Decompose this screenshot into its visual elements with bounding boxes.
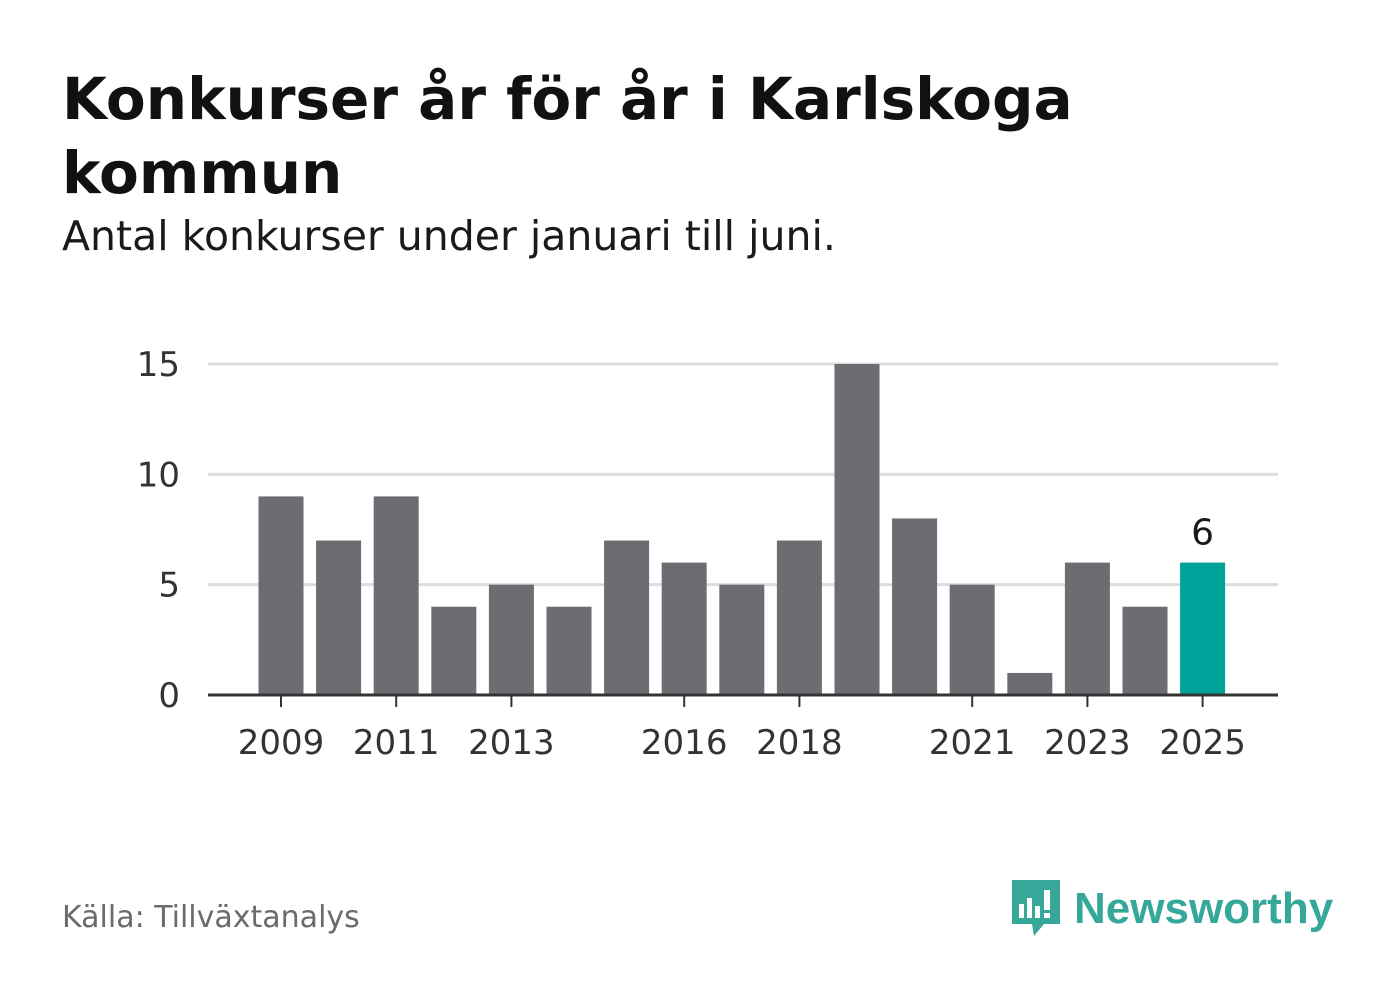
- bar-2013: [488, 584, 534, 695]
- bar-2011: [373, 496, 419, 695]
- x-tick-label: 2013: [468, 723, 555, 763]
- bar-2018: [776, 540, 822, 695]
- tick-labels: 0 5 10 15 6 2009 2011 2013 2016 2018 2021 2023 2025: [137, 345, 1246, 763]
- brand-name: Newsworthy: [1074, 884, 1334, 933]
- x-tick-label: 2011: [353, 723, 440, 763]
- chart-subtitle: Antal konkurser under januari till juni.: [62, 212, 836, 260]
- data-label: 6: [1191, 513, 1214, 554]
- brand-logo[interactable]: Newsworthy: [1010, 878, 1333, 940]
- bar-2025: [1180, 562, 1226, 695]
- y-tick-label: 5: [158, 566, 180, 606]
- bar-2024: [1122, 606, 1168, 695]
- bar-2022: [1007, 672, 1053, 695]
- bar-2016: [661, 562, 707, 695]
- x-tick-label: 2025: [1159, 723, 1246, 763]
- x-tick-label: 2009: [238, 723, 325, 763]
- x-tick-label: 2018: [756, 723, 843, 763]
- chart-title: Konkurser år för år i Karlskoga kommun: [62, 65, 1073, 207]
- bar-2017: [719, 584, 765, 695]
- x-tick-label: 2016: [641, 723, 728, 763]
- bar-2019: [834, 364, 880, 695]
- bar-2012: [431, 606, 477, 695]
- x-tick-label: 2021: [929, 723, 1016, 763]
- bar-2020: [892, 518, 938, 695]
- newsworthy-logo-icon: [1012, 880, 1060, 936]
- source-note: Källa: Tillväxtanalys: [62, 900, 360, 935]
- axes: [208, 693, 1278, 707]
- y-tick-label: 15: [137, 345, 180, 385]
- bar-2009: [258, 496, 304, 695]
- grid-lines: [208, 362, 1278, 587]
- bar-2014: [546, 606, 592, 695]
- y-tick-label: 10: [137, 455, 180, 495]
- y-tick-label: 0: [158, 676, 180, 716]
- bar-2015: [604, 540, 650, 695]
- bars: [258, 364, 1226, 695]
- bar-2010: [316, 540, 362, 695]
- bar-2021: [949, 584, 995, 695]
- bar-2023: [1064, 562, 1110, 695]
- x-tick-label: 2023: [1044, 723, 1131, 763]
